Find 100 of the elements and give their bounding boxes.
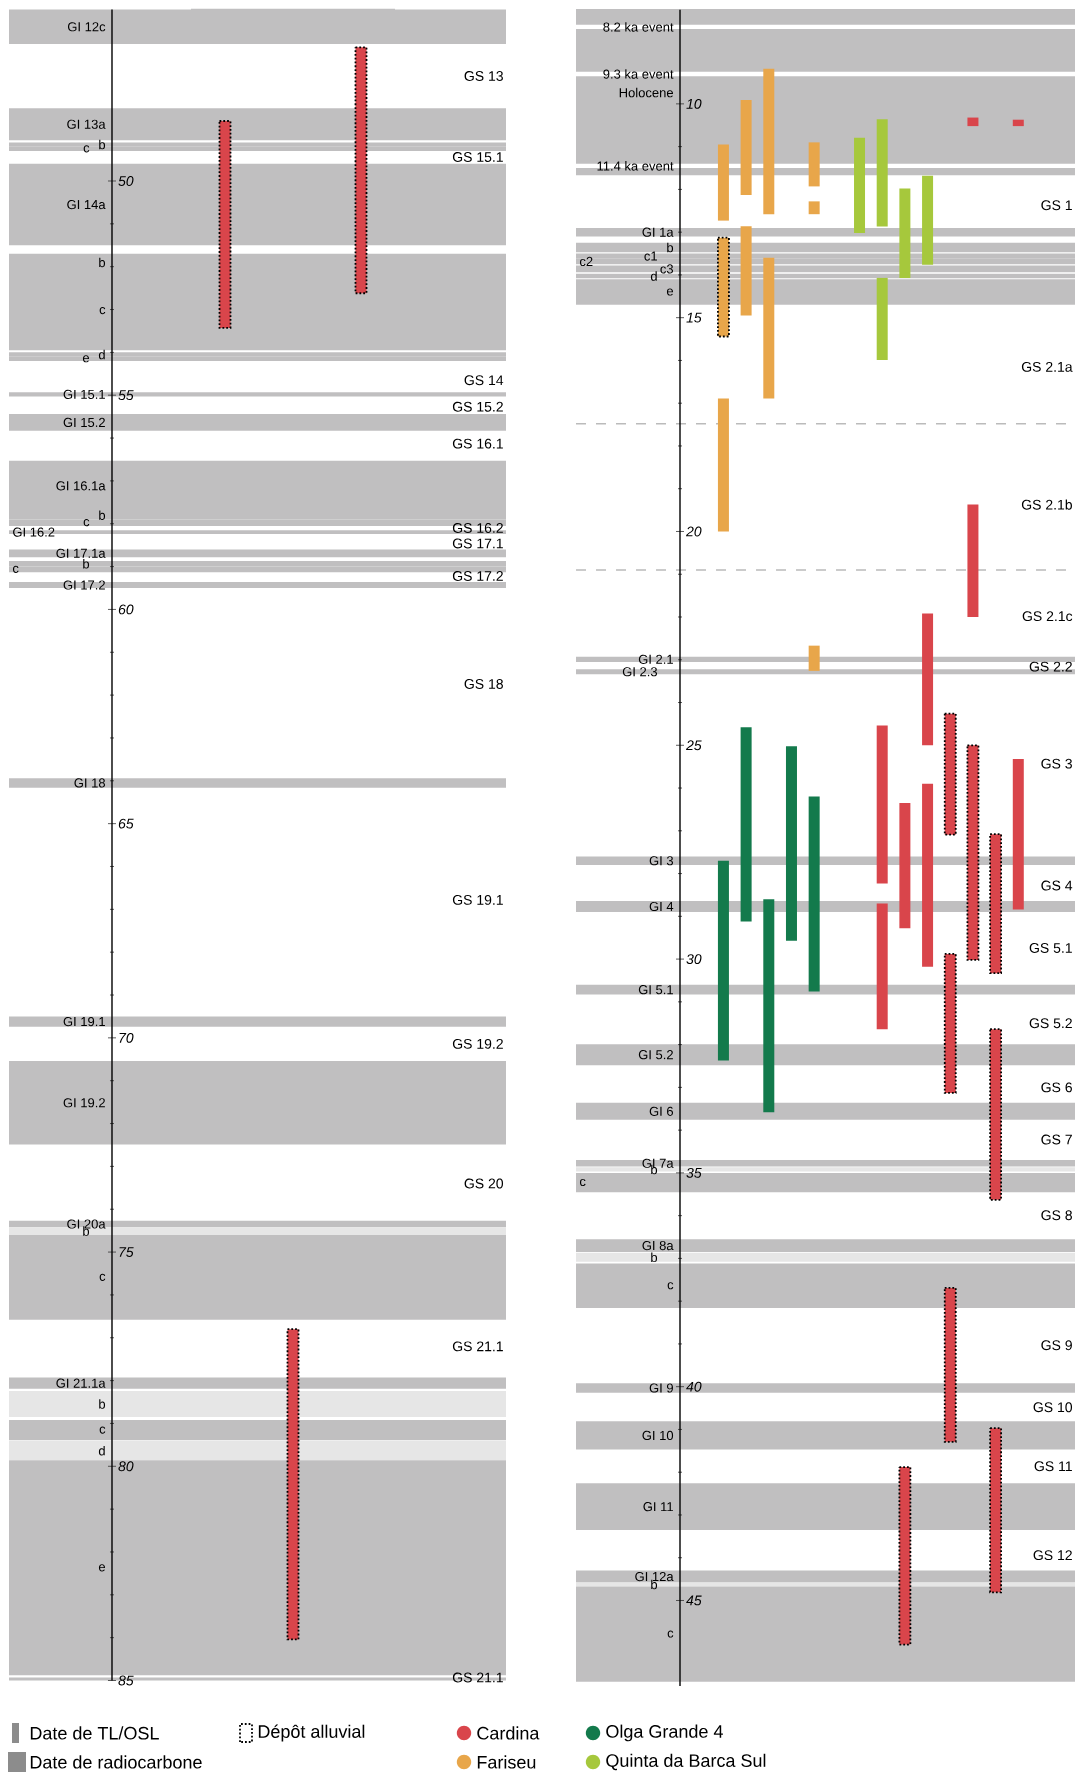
band-label: e <box>666 288 674 296</box>
band-label: c <box>12 565 19 573</box>
band-label: GI 3 <box>649 856 674 866</box>
band-label: c2 <box>579 256 593 267</box>
text: GS 13 <box>464 71 503 81</box>
annotation: GS 10 <box>1033 1402 1073 1413</box>
band-label: GI 5.2 <box>638 1050 673 1060</box>
band-label: b <box>99 510 106 520</box>
annotation: GS 2.1b <box>1021 499 1072 510</box>
text: GS 15.2 <box>452 401 503 412</box>
y-tick-label: 25 <box>685 740 702 751</box>
bar <box>943 953 957 1094</box>
band-label: GI 14a <box>67 199 106 210</box>
band-label: GI 16.2 <box>13 527 55 537</box>
band-label: c <box>99 1426 106 1434</box>
bar <box>966 744 980 961</box>
legend-label: Cardina <box>477 1726 540 1740</box>
band-label: c <box>99 1273 106 1281</box>
y-tick-label: 35 <box>686 1167 702 1178</box>
band-label: b <box>651 1252 658 1263</box>
bar <box>876 119 888 227</box>
y-tick-label: 50 <box>118 176 134 186</box>
band-label: GI 13a <box>67 119 106 129</box>
bar <box>989 833 1003 975</box>
y-tick-label: 10 <box>686 98 702 109</box>
annotation: GS 5.1 <box>1029 943 1072 953</box>
annotation: GS 12 <box>1033 1550 1072 1561</box>
band-label: c <box>667 1282 674 1290</box>
band-label: GI 18 <box>74 778 106 788</box>
y-tick-label: 75 <box>119 1247 134 1257</box>
band-label: GI 15.1 <box>63 389 105 399</box>
band-label: b <box>99 1399 106 1409</box>
band-label: GI 11 <box>643 1502 673 1512</box>
band-label: c3 <box>660 264 674 274</box>
bar <box>967 504 979 617</box>
y-tick-label: 15 <box>686 312 702 323</box>
bar <box>922 783 934 967</box>
annotation: GS 2.1c <box>1022 611 1073 622</box>
bar <box>989 1028 1003 1201</box>
annotation: GS 7 <box>1041 1134 1072 1145</box>
band-label: c <box>83 145 90 153</box>
text: GS 19.1 <box>452 894 503 905</box>
ref-line-label: 9.3 ka event <box>603 69 674 79</box>
legend-label: Fariseu <box>477 1755 536 1769</box>
bar <box>899 803 911 929</box>
bar <box>898 1466 912 1646</box>
y-tick-label: 60 <box>118 604 134 615</box>
annotation: GS 2.2 <box>1029 661 1072 672</box>
bar <box>763 257 775 399</box>
bar <box>808 142 820 187</box>
band-label: GI 19.2 <box>63 1098 105 1108</box>
band-label: b <box>667 242 674 253</box>
band-label: e <box>98 1564 106 1572</box>
annotation: GS 4 <box>1041 880 1073 891</box>
bar <box>922 175 934 265</box>
bar <box>717 860 729 1061</box>
band-label: GI 2.1 <box>638 654 673 664</box>
text: GS 16.2 <box>452 523 503 533</box>
bar <box>763 68 775 215</box>
y-tick-label: 55 <box>118 390 134 401</box>
y-tick-label: 80 <box>118 1461 134 1472</box>
band-label: c <box>667 1630 674 1638</box>
annotation: GS 6 <box>1041 1082 1072 1093</box>
band-label: c <box>99 307 106 315</box>
bar <box>717 398 729 532</box>
band-label: GI 1a <box>642 227 674 237</box>
text: GS 14 <box>464 375 504 386</box>
annotation: GS 2.1a <box>1021 361 1073 372</box>
band-label: GI 17.2 <box>63 580 105 590</box>
annotation: GS 11 <box>1034 1461 1072 1472</box>
band-label: GI 2.3 <box>622 667 658 677</box>
text: Date de TL/OSL <box>30 1726 159 1740</box>
y-tick-label: 65 <box>118 818 134 829</box>
annotation: GS 1 <box>1041 200 1072 211</box>
bar <box>876 277 888 361</box>
band-label: GI 5.1 <box>638 985 673 995</box>
band-label: GI 8a <box>642 1240 674 1251</box>
band-label: Holocene <box>619 87 674 98</box>
band-label: GI 15.2 <box>63 417 105 428</box>
band-label: d <box>98 349 105 360</box>
text: GS 19.2 <box>452 1038 503 1049</box>
text: GS 17.2 <box>452 571 503 581</box>
band-label: b <box>99 139 106 150</box>
band-label: GI 21.1a <box>56 1378 106 1388</box>
text: Date de radiocarbone <box>30 1755 202 1769</box>
band-label: GI 9 <box>649 1383 673 1393</box>
band-label: GI 19.1 <box>63 1016 105 1027</box>
band-label: c1 <box>644 251 657 261</box>
ref-line-label: 8.2 ka event <box>603 22 674 32</box>
text: GS 21.1 <box>452 1341 503 1352</box>
y-tick-label: 20 <box>685 526 702 537</box>
bar <box>808 796 820 992</box>
bar <box>808 201 820 215</box>
bar <box>876 725 888 884</box>
band-label: GI 6 <box>649 1106 674 1116</box>
band-label: GI 10 <box>642 1430 674 1441</box>
annotation: GS 3 <box>1041 758 1072 769</box>
band-label: d <box>650 271 657 281</box>
legend-label: Olga Grande 4 <box>606 1724 723 1742</box>
band-label: GI 16.1a <box>56 481 106 491</box>
